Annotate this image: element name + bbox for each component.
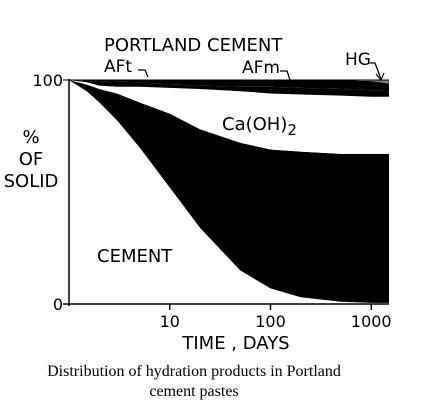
y-tick-label: 100 bbox=[32, 71, 63, 90]
label-caoh2: Ca(OH)2 bbox=[222, 114, 297, 139]
pointer-hg bbox=[370, 62, 382, 80]
x-tick-label: 10 bbox=[160, 312, 180, 331]
area-cement bbox=[69, 80, 389, 304]
label-afm: AFm bbox=[242, 58, 280, 78]
area-aft bbox=[69, 80, 389, 97]
chart-axes bbox=[63, 79, 389, 306]
caption-line-1: Distribution of hydration products in Po… bbox=[47, 363, 341, 380]
y-tick-label: 0 bbox=[53, 295, 63, 314]
chart-areas bbox=[69, 80, 389, 304]
area-c-s-h bbox=[69, 80, 389, 303]
y-axis-label-3: SOLID bbox=[4, 171, 59, 192]
x-tick-label: 1000 bbox=[351, 312, 392, 331]
label-hg: HG bbox=[345, 50, 371, 70]
y-axis-label-2: OF bbox=[19, 149, 44, 170]
chart-ticks: 10 100 1000 0 100 bbox=[32, 71, 391, 331]
area-afm bbox=[69, 80, 389, 92]
x-axis-label: TIME , DAYS bbox=[181, 333, 289, 354]
pointer-hg-arrowhead bbox=[375, 72, 385, 82]
label-cement: CEMENT bbox=[97, 246, 173, 267]
pointer-afm bbox=[280, 70, 293, 87]
y-axis-label-1: % bbox=[22, 127, 39, 148]
caption-line-2: cement pastes bbox=[149, 383, 239, 400]
figure-caption: Distribution of hydration products in Po… bbox=[0, 362, 388, 402]
pointer-aft bbox=[138, 69, 149, 78]
chart-svg: PORTLAND CEMENT % OF SOLID TIME , DAYS 1… bbox=[4, 35, 392, 354]
area-ca-oh-2 bbox=[69, 80, 389, 154]
x-tick-label: 100 bbox=[255, 312, 286, 331]
chart-annotations: AFt AFm HG Ca(OH)2 CEMENT bbox=[97, 50, 385, 267]
label-aft: AFt bbox=[104, 57, 132, 77]
chart-title: PORTLAND CEMENT bbox=[104, 35, 283, 56]
